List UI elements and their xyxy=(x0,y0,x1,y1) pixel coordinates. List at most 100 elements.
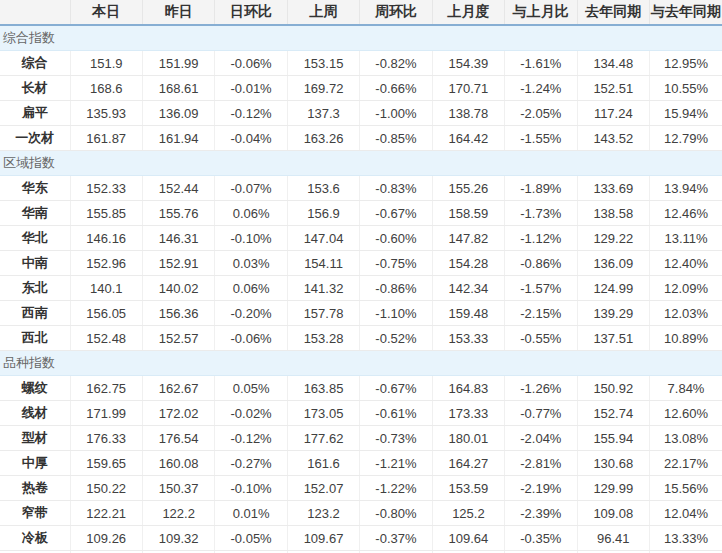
table-row: 华东152.33152.44-0.07%153.6-0.83%155.26-1.… xyxy=(0,176,722,201)
value-cell: 152.07 xyxy=(287,476,359,501)
group-row: 品种指数 xyxy=(0,351,722,376)
column-header: 周环比 xyxy=(360,0,432,25)
value-cell: 152.96 xyxy=(70,251,142,276)
table-row: 一次材161.87161.94-0.04%163.26-0.85%164.42-… xyxy=(0,126,722,151)
value-cell: 133.69 xyxy=(577,176,649,201)
value-cell: 162.67 xyxy=(142,376,214,401)
value-cell: 164.83 xyxy=(432,376,504,401)
value-cell: 150.37 xyxy=(142,476,214,501)
value-cell: -0.86% xyxy=(360,276,432,301)
value-cell: 135.93 xyxy=(70,101,142,126)
value-cell: 129.99 xyxy=(577,476,649,501)
value-cell: 140.1 xyxy=(70,276,142,301)
value-cell: 141.32 xyxy=(287,276,359,301)
value-cell: 161.6 xyxy=(287,451,359,476)
column-header: 去年同期 xyxy=(577,0,649,25)
table-row: 东北140.1140.020.06%141.32-0.86%142.34-1.5… xyxy=(0,276,722,301)
value-cell: 155.76 xyxy=(142,201,214,226)
value-cell: 153.28 xyxy=(287,326,359,351)
value-cell: 130.68 xyxy=(577,451,649,476)
value-cell: 155.94 xyxy=(577,426,649,451)
value-cell: -0.04% xyxy=(215,126,287,151)
value-cell: 170.71 xyxy=(432,76,504,101)
value-cell: -2.05% xyxy=(505,101,577,126)
value-cell: -0.60% xyxy=(360,226,432,251)
value-cell: -2.04% xyxy=(505,426,577,451)
value-cell: 172.02 xyxy=(142,401,214,426)
group-label: 综合指数 xyxy=(0,25,722,51)
value-cell: 143.52 xyxy=(577,126,649,151)
value-cell: -1.57% xyxy=(505,276,577,301)
value-cell: -0.01% xyxy=(215,76,287,101)
value-cell: 140.02 xyxy=(142,276,214,301)
value-cell: 10.89% xyxy=(650,326,722,351)
value-cell: -2.39% xyxy=(505,501,577,526)
value-cell: 164.27 xyxy=(432,451,504,476)
value-cell: 151.99 xyxy=(142,51,214,76)
value-cell: 152.91 xyxy=(142,251,214,276)
value-cell: 15.56% xyxy=(650,476,722,501)
row-label: 长材 xyxy=(0,76,70,101)
value-cell: 161.87 xyxy=(70,126,142,151)
table-row: 中厚159.65160.08-0.27%161.6-1.21%164.27-2.… xyxy=(0,451,722,476)
column-header: 日环比 xyxy=(215,0,287,25)
value-cell: -0.05% xyxy=(215,526,287,551)
value-cell: -1.10% xyxy=(360,301,432,326)
value-cell: 0.06% xyxy=(215,201,287,226)
value-cell: 12.46% xyxy=(650,201,722,226)
value-cell: 109.32 xyxy=(142,526,214,551)
value-cell: 154.39 xyxy=(432,51,504,76)
column-header: 昨日 xyxy=(142,0,214,25)
row-label: 窄带 xyxy=(0,501,70,526)
value-cell: 152.74 xyxy=(577,401,649,426)
value-cell: 154.11 xyxy=(287,251,359,276)
value-cell: 12.09% xyxy=(650,276,722,301)
value-cell: 12.03% xyxy=(650,301,722,326)
row-label: 线材 xyxy=(0,401,70,426)
value-cell: 176.33 xyxy=(70,426,142,451)
value-cell: 156.05 xyxy=(70,301,142,326)
value-cell: -1.61% xyxy=(505,51,577,76)
value-cell: -1.73% xyxy=(505,201,577,226)
index-table-header: 本日昨日日环比上周周环比上月度与上月比去年同期与去年同期 xyxy=(0,0,722,25)
table-row: 中南152.96152.910.03%154.11-0.75%154.28-0.… xyxy=(0,251,722,276)
row-label: 华东 xyxy=(0,176,70,201)
value-cell: 163.26 xyxy=(287,126,359,151)
value-cell: 117.24 xyxy=(577,101,649,126)
value-cell: 157.78 xyxy=(287,301,359,326)
value-cell: 136.09 xyxy=(142,101,214,126)
value-cell: 12.60% xyxy=(650,401,722,426)
row-label: 东北 xyxy=(0,276,70,301)
value-cell: -0.75% xyxy=(360,251,432,276)
value-cell: 12.79% xyxy=(650,126,722,151)
value-cell: -0.07% xyxy=(215,176,287,201)
value-cell: 153.6 xyxy=(287,176,359,201)
table-row: 西北152.48152.57-0.06%153.28-0.52%153.33-0… xyxy=(0,326,722,351)
value-cell: 138.58 xyxy=(577,201,649,226)
table-row: 线材171.99172.02-0.02%173.05-0.61%173.33-0… xyxy=(0,401,722,426)
value-cell: -1.24% xyxy=(505,76,577,101)
value-cell: 13.33% xyxy=(650,526,722,551)
value-cell: -1.21% xyxy=(360,451,432,476)
value-cell: -0.10% xyxy=(215,476,287,501)
value-cell: -0.61% xyxy=(360,401,432,426)
group-label: 品种指数 xyxy=(0,351,722,376)
value-cell: 160.08 xyxy=(142,451,214,476)
row-label: 华南 xyxy=(0,201,70,226)
value-cell: -0.66% xyxy=(360,76,432,101)
value-cell: 152.48 xyxy=(70,326,142,351)
value-cell: 155.26 xyxy=(432,176,504,201)
value-cell: 137.3 xyxy=(287,101,359,126)
value-cell: 139.29 xyxy=(577,301,649,326)
table-row: 冷板109.26109.32-0.05%109.67-0.37%109.64-0… xyxy=(0,526,722,551)
value-cell: -0.12% xyxy=(215,101,287,126)
value-cell: 176.54 xyxy=(142,426,214,451)
value-cell: 138.78 xyxy=(432,101,504,126)
value-cell: -0.77% xyxy=(505,401,577,426)
value-cell: 13.08% xyxy=(650,426,722,451)
value-cell: -1.26% xyxy=(505,376,577,401)
value-cell: -2.19% xyxy=(505,476,577,501)
value-cell: 152.33 xyxy=(70,176,142,201)
value-cell: -0.35% xyxy=(505,526,577,551)
value-cell: 153.15 xyxy=(287,51,359,76)
